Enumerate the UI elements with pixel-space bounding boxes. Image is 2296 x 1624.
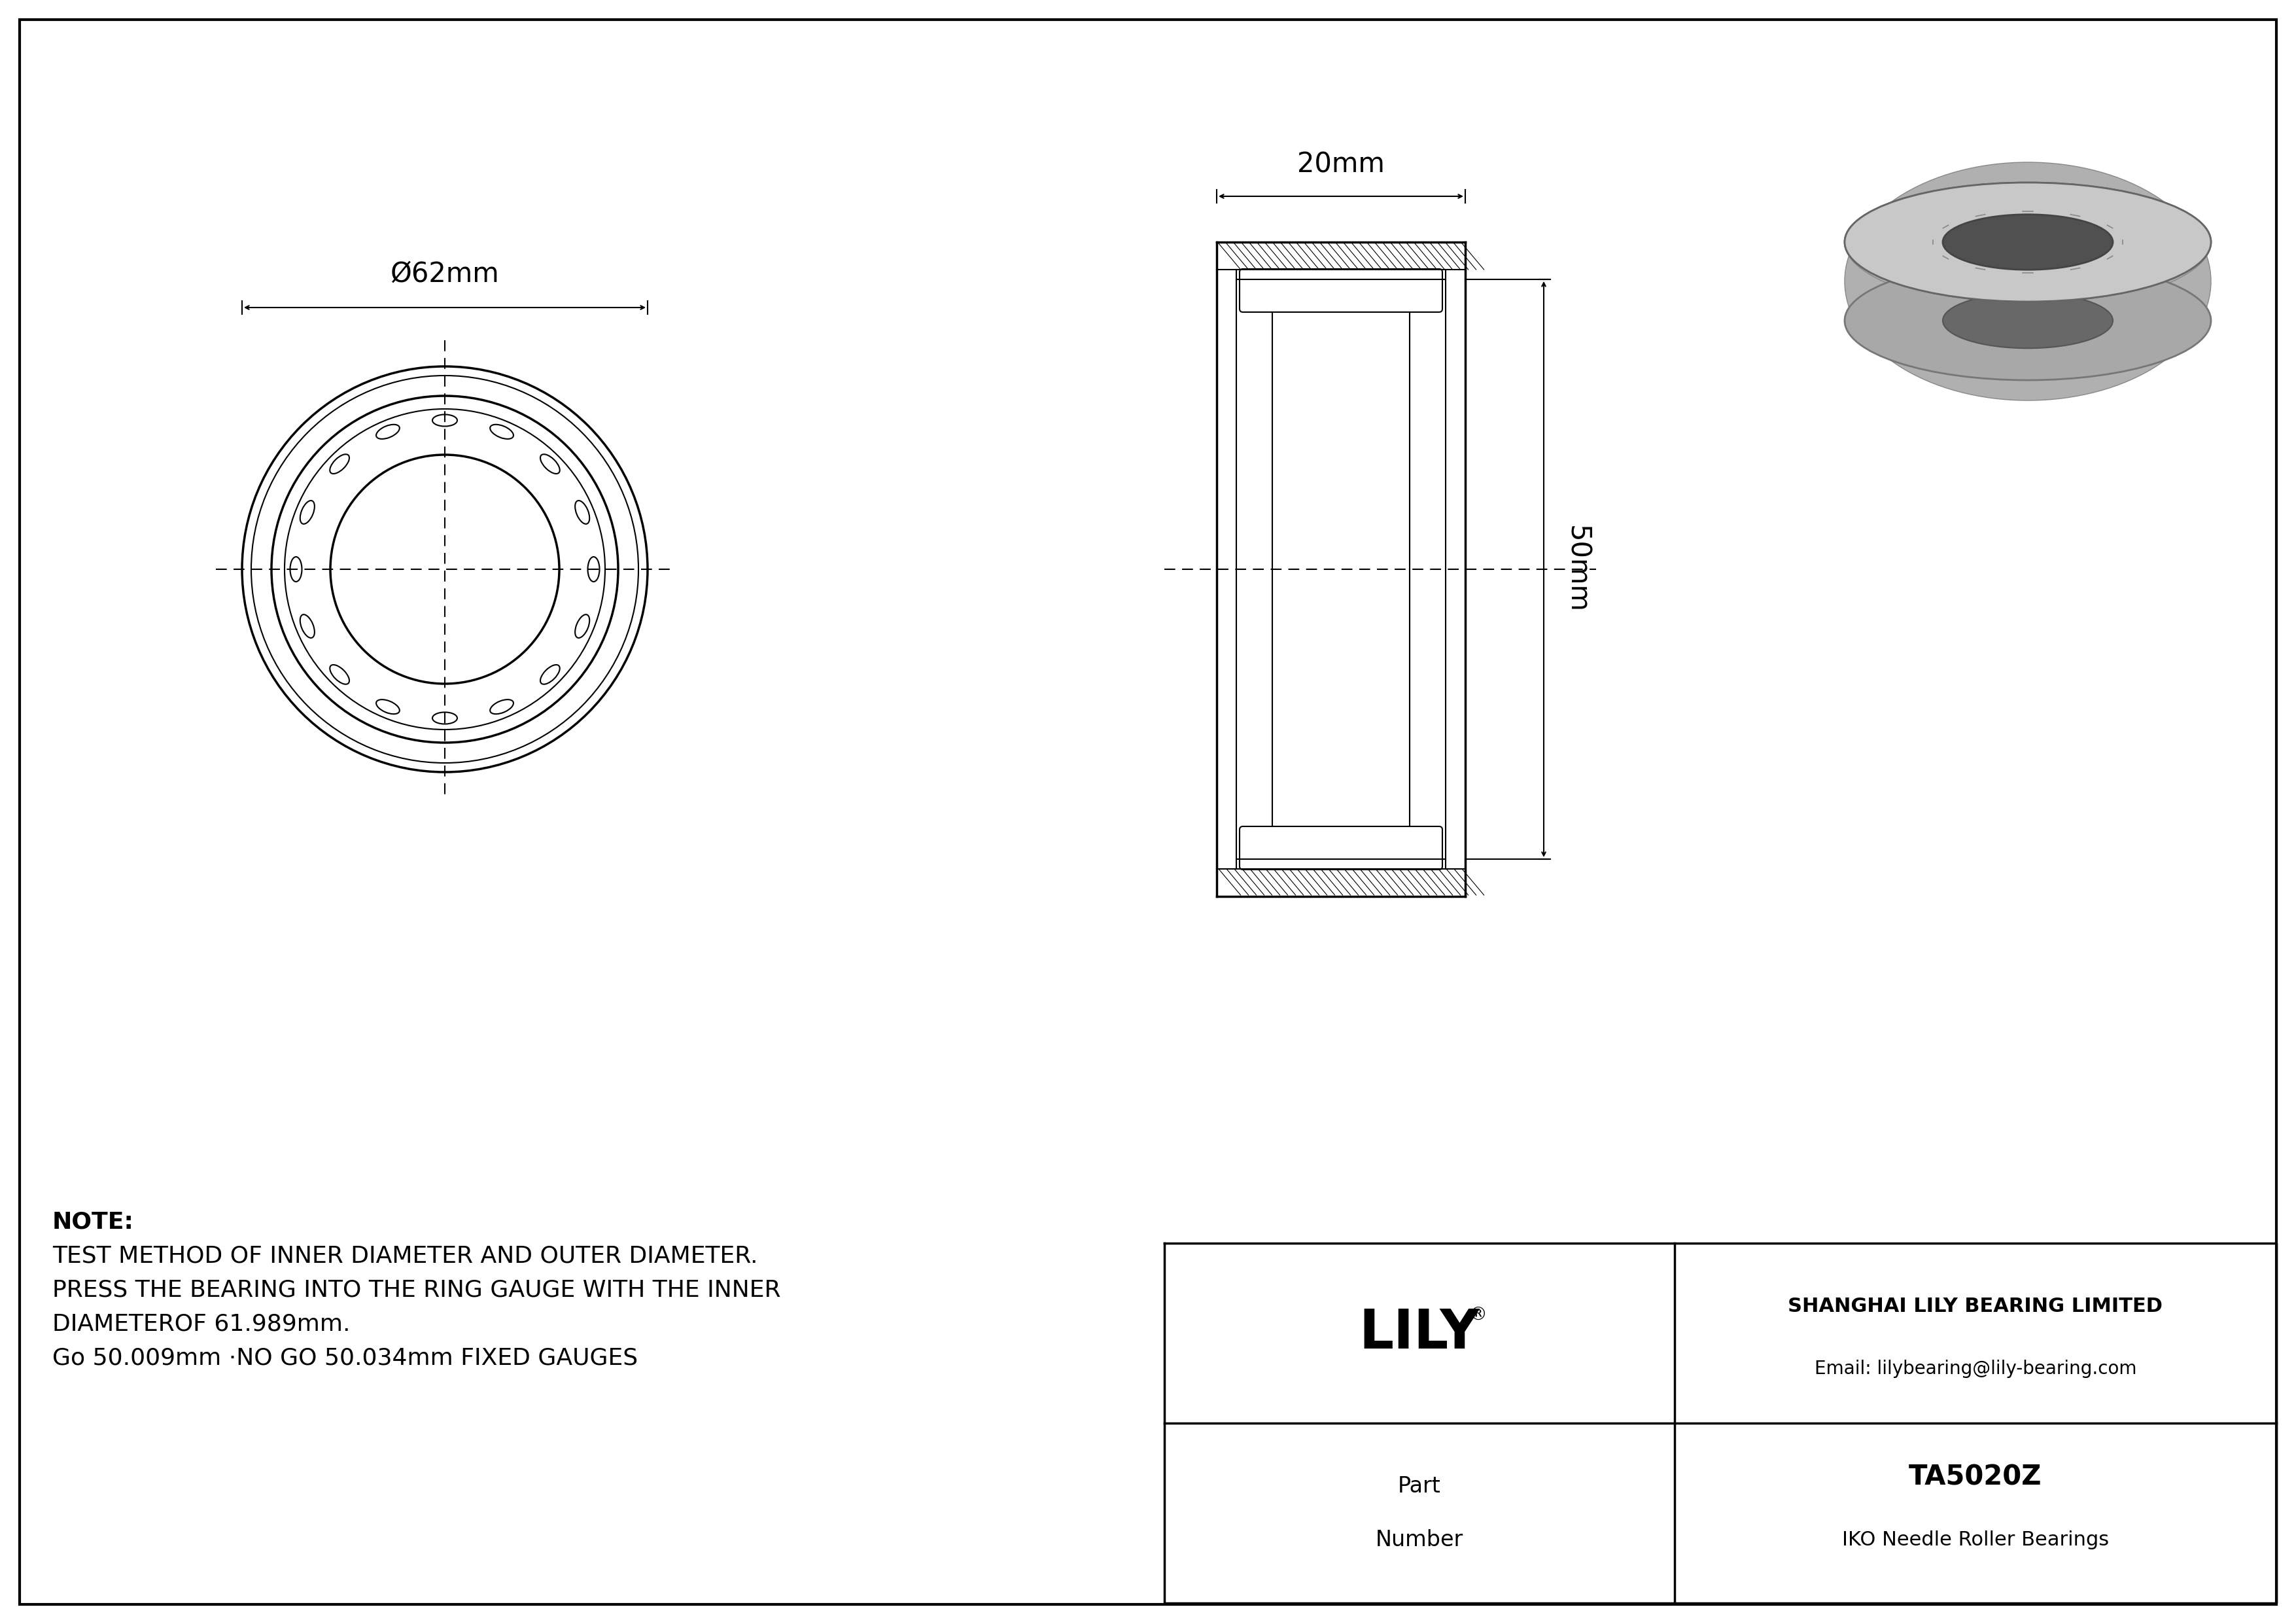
Text: LILY: LILY — [1359, 1307, 1481, 1359]
Text: Go 50.009mm ·NO GO 50.034mm FIXED GAUGES: Go 50.009mm ·NO GO 50.034mm FIXED GAUGES — [53, 1346, 638, 1369]
Text: 20mm: 20mm — [1297, 151, 1384, 179]
Ellipse shape — [1844, 182, 2211, 302]
Ellipse shape — [1844, 261, 2211, 380]
FancyBboxPatch shape — [1240, 270, 1442, 312]
Ellipse shape — [489, 424, 514, 438]
Ellipse shape — [331, 664, 349, 684]
FancyBboxPatch shape — [1240, 827, 1442, 869]
Text: Part: Part — [1398, 1475, 1442, 1497]
Ellipse shape — [1844, 162, 2211, 401]
Ellipse shape — [540, 455, 560, 474]
Ellipse shape — [432, 713, 457, 724]
Ellipse shape — [1942, 226, 2112, 336]
Text: DIAMETEROF 61.989mm.: DIAMETEROF 61.989mm. — [53, 1312, 351, 1335]
Text: Email: lilybearing@lily-bearing.com: Email: lilybearing@lily-bearing.com — [1814, 1359, 2138, 1379]
Ellipse shape — [1844, 182, 2211, 302]
Ellipse shape — [1942, 214, 2112, 270]
Text: PRESS THE BEARING INTO THE RING GAUGE WITH THE INNER: PRESS THE BEARING INTO THE RING GAUGE WI… — [53, 1278, 781, 1301]
Ellipse shape — [489, 700, 514, 715]
Ellipse shape — [432, 414, 457, 425]
Text: TA5020Z: TA5020Z — [1908, 1463, 2041, 1491]
Text: Number: Number — [1375, 1530, 1463, 1551]
Text: TEST METHOD OF INNER DIAMETER AND OUTER DIAMETER.: TEST METHOD OF INNER DIAMETER AND OUTER … — [53, 1244, 758, 1267]
Ellipse shape — [331, 455, 349, 474]
Text: Ø62mm: Ø62mm — [390, 260, 498, 287]
Text: IKO Needle Roller Bearings: IKO Needle Roller Bearings — [1841, 1530, 2110, 1549]
Ellipse shape — [289, 557, 301, 581]
Ellipse shape — [574, 500, 590, 525]
Ellipse shape — [1942, 292, 2112, 348]
Ellipse shape — [301, 500, 315, 525]
Text: 50mm: 50mm — [1564, 526, 1591, 614]
Ellipse shape — [574, 614, 590, 638]
Ellipse shape — [377, 700, 400, 715]
Text: NOTE:: NOTE: — [53, 1210, 133, 1233]
Ellipse shape — [540, 664, 560, 684]
Text: ®: ® — [1469, 1306, 1488, 1324]
Text: SHANGHAI LILY BEARING LIMITED: SHANGHAI LILY BEARING LIMITED — [1789, 1296, 2163, 1315]
Ellipse shape — [588, 557, 599, 581]
Ellipse shape — [301, 614, 315, 638]
Ellipse shape — [377, 424, 400, 438]
